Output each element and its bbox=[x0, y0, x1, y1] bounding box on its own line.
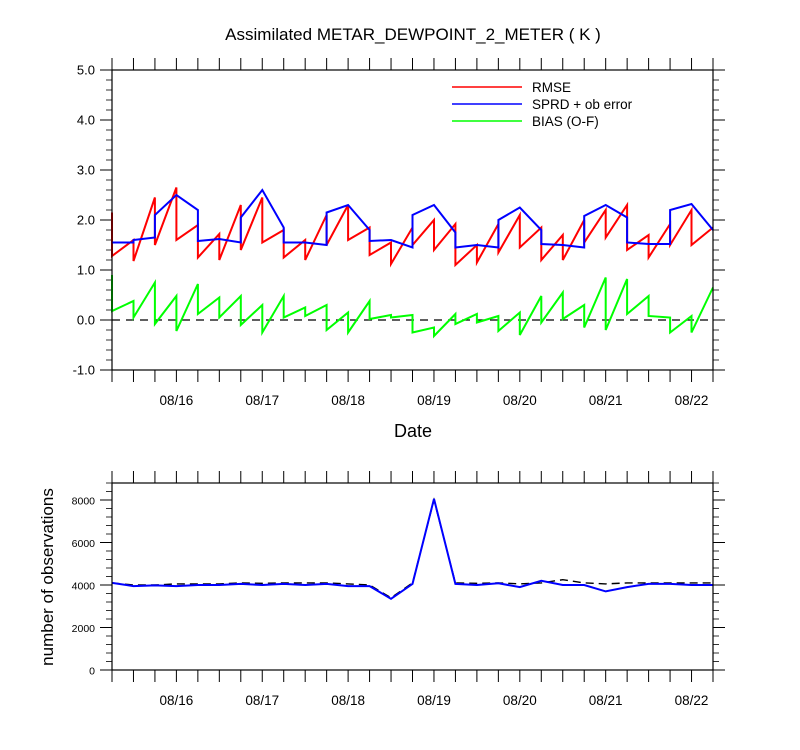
top-series-bias-o-f bbox=[111, 275, 714, 339]
top-plot-frame bbox=[111, 69, 714, 371]
top-series-group bbox=[111, 187, 714, 339]
bottom-series-observations-possible bbox=[111, 497, 713, 599]
bottom-y-tick-label: 4000 bbox=[72, 581, 96, 593]
top-panel: -1.00.01.02.03.04.05.0 08/16 08/17 08/18 08… bbox=[73, 58, 725, 441]
top-y-tick-label: 4.0 bbox=[77, 113, 95, 128]
bottom-plot-frame bbox=[111, 482, 714, 671]
bottom-x-tick-label: 08/21 bbox=[589, 693, 623, 708]
top-y-ticks: -1.0 0.0 1.0 2.0 3.0 4.0 5.0 bbox=[73, 63, 725, 378]
top-x-tick-label: 08/16 bbox=[159, 393, 193, 408]
top-x-ticks: 08/16 08/17 08/18 08/19 08/20 08/21 08/22 bbox=[111, 58, 714, 408]
top-y-tick-label: 3.0 bbox=[77, 163, 95, 178]
top-x-tick-label: 08/17 bbox=[245, 393, 279, 408]
top-series-sprd-ob-error bbox=[112, 188, 714, 249]
bottom-y-tick-label: 6000 bbox=[72, 538, 96, 550]
legend-label: BIAS (O-F) bbox=[532, 114, 599, 129]
bottom-x-tick-label: 08/18 bbox=[331, 693, 365, 708]
bottom-x-tick-label: 08/19 bbox=[417, 693, 451, 708]
legend: RMSE SPRD + ob error BIAS (O-F) bbox=[452, 80, 633, 129]
bottom-x-ticks: 08/16 08/17 08/18 08/19 08/20 08/21 08/22 bbox=[111, 471, 714, 708]
top-y-tick-label: -1.0 bbox=[73, 363, 95, 378]
top-y-tick-label: 0.0 bbox=[77, 313, 95, 328]
bottom-y-tick-label: 2000 bbox=[72, 623, 96, 635]
top-y-tick-label: 2.0 bbox=[77, 213, 95, 228]
bottom-x-tick-label: 08/16 bbox=[159, 693, 193, 708]
bottom-series-observations-assimilated bbox=[111, 498, 713, 600]
bottom-y-tick-label: 8000 bbox=[72, 496, 96, 508]
bottom-x-tick-label: 08/22 bbox=[675, 693, 709, 708]
bottom-x-tick-label: 08/20 bbox=[503, 693, 537, 708]
bottom-y-tick-label: 0 bbox=[89, 666, 95, 678]
y-axis-label-observations: number of observations bbox=[38, 488, 57, 666]
x-axis-label: Date bbox=[394, 421, 432, 441]
top-y-tick-label: 1.0 bbox=[77, 263, 95, 278]
top-y-tick-label: 5.0 bbox=[77, 63, 95, 78]
top-x-tick-label: 08/18 bbox=[331, 393, 365, 408]
bottom-series-group bbox=[111, 497, 713, 600]
top-x-tick-label: 08/22 bbox=[675, 393, 709, 408]
bottom-y-ticks: 0 2000 4000 6000 8000 bbox=[72, 482, 725, 678]
legend-label: SPRD + ob error bbox=[532, 97, 633, 112]
legend-label: RMSE bbox=[532, 80, 571, 95]
top-x-tick-label: 08/20 bbox=[503, 393, 537, 408]
top-x-tick-label: 08/19 bbox=[417, 393, 451, 408]
chart-title: Assimilated METAR_DEWPOINT_2_METER ( K ) bbox=[225, 25, 601, 44]
top-x-tick-label: 08/21 bbox=[589, 393, 623, 408]
bottom-x-tick-label: 08/17 bbox=[245, 693, 279, 708]
